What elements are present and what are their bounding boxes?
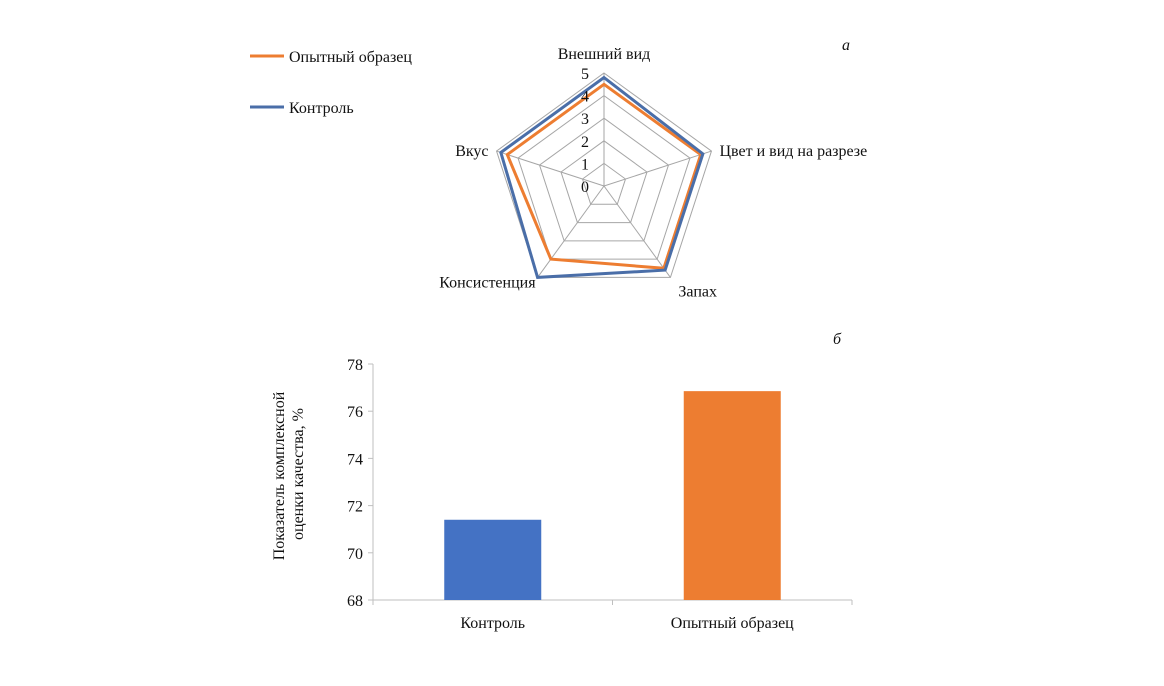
radar-spokes [496, 73, 712, 278]
legend-label: Контроль [289, 100, 354, 117]
radar-tick-label: 3 [581, 111, 589, 128]
bar-chart: 68 70 72 74 76 78 Контроль Опытный образец Пок… [271, 331, 853, 632]
radar-tick-label: 2 [581, 134, 589, 151]
y-tick-label: 68 [347, 593, 363, 610]
radar-grid [495, 72, 713, 278]
radar-spoke [603, 185, 671, 278]
radar-series-group [499, 75, 705, 279]
y-tick-label: 74 [347, 451, 363, 468]
radar-category-label: Запах [678, 283, 717, 300]
radar-series-line [505, 82, 703, 270]
y-tick-label: 78 [347, 357, 363, 374]
radar-spoke [537, 185, 605, 278]
y-tick-label: 72 [347, 499, 363, 516]
x-category-label: Опытный образец [671, 615, 794, 632]
y-axis-title-line-2: оценки качества, % [290, 408, 307, 540]
y-tick-label: 76 [347, 404, 363, 421]
radar-grid-ring [495, 72, 713, 278]
radar-category-label: Вкус [455, 143, 488, 160]
x-category-labels: Контроль Опытный образец [460, 615, 794, 632]
radar-tick-label: 5 [581, 66, 589, 83]
radar-category-label: Консистенция [439, 274, 536, 291]
radar-tick-label: 4 [581, 89, 589, 106]
radar-tick-label: 1 [581, 156, 589, 173]
radar-legend: Опытный образец Контроль [250, 49, 412, 117]
panel-label-a: а [842, 37, 850, 54]
x-tick-marks [372, 600, 853, 605]
x-category-label: Контроль [460, 615, 525, 632]
radar-chart: 0 1 2 3 4 5 Внешний вид Цвет и вид на разрезе З… [250, 37, 867, 300]
bar [444, 519, 542, 600]
bar-group [444, 391, 781, 600]
radar-category-label: Цвет и вид на разрезе [719, 143, 867, 160]
panel-label-b: б [833, 331, 842, 348]
radar-grid-ring [517, 94, 691, 260]
radar-spoke [496, 150, 605, 187]
y-tick-label: 70 [347, 546, 363, 563]
radar-series-line [499, 75, 705, 279]
radar-grid-ring [560, 140, 648, 224]
y-axis-title-line-1: Показатель комплексной [271, 391, 288, 560]
legend-label: Опытный образец [289, 49, 412, 66]
radar-category-label: Внешний вид [558, 46, 651, 63]
y-axis-title: Показатель комплексной оценки качества, … [271, 388, 307, 561]
radar-category-labels: Внешний вид Цвет и вид на разрезе Запах Кон… [439, 46, 867, 300]
radar-tick-labels: 0 1 2 3 4 5 [581, 66, 589, 196]
bar [683, 391, 781, 600]
y-tick-group: 68 70 72 74 76 78 [347, 357, 373, 610]
radar-tick-label: 0 [581, 179, 589, 196]
radar-spoke [603, 150, 712, 187]
radar-grid-ring [538, 117, 670, 242]
radar-grid-ring [581, 162, 627, 205]
